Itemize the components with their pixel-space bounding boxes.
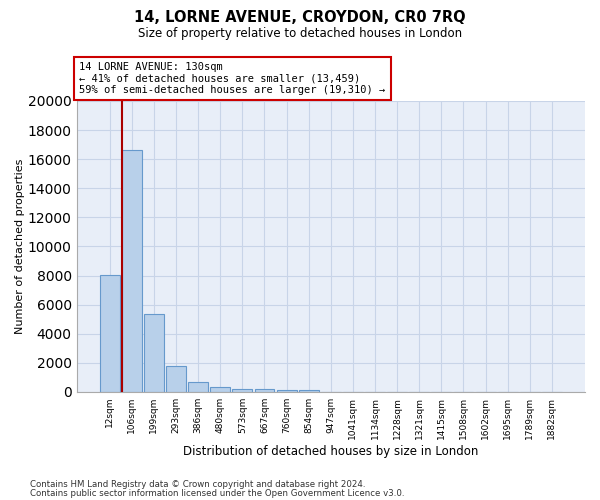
Bar — [100, 275, 119, 392]
Text: 14, LORNE AVENUE, CROYDON, CR0 7RQ: 14, LORNE AVENUE, CROYDON, CR0 7RQ — [134, 10, 466, 25]
Text: 14 LORNE AVENUE: 130sqm
← 41% of detached houses are smaller (13,459)
59% of sem: 14 LORNE AVENUE: 130sqm ← 41% of detache… — [79, 62, 385, 95]
Text: Contains public sector information licensed under the Open Government Licence v3: Contains public sector information licen… — [30, 489, 404, 498]
Bar — [211, 387, 230, 392]
Text: Size of property relative to detached houses in London: Size of property relative to detached ho… — [138, 28, 462, 40]
Bar — [166, 366, 186, 392]
Text: Contains HM Land Registry data © Crown copyright and database right 2024.: Contains HM Land Registry data © Crown c… — [30, 480, 365, 489]
Bar — [144, 314, 164, 392]
X-axis label: Distribution of detached houses by size in London: Distribution of detached houses by size … — [183, 444, 479, 458]
Bar — [188, 382, 208, 392]
Bar — [254, 390, 274, 392]
Bar — [299, 390, 319, 392]
Bar — [277, 390, 296, 392]
Y-axis label: Number of detached properties: Number of detached properties — [15, 158, 25, 334]
Bar — [122, 150, 142, 392]
Bar — [232, 389, 253, 392]
